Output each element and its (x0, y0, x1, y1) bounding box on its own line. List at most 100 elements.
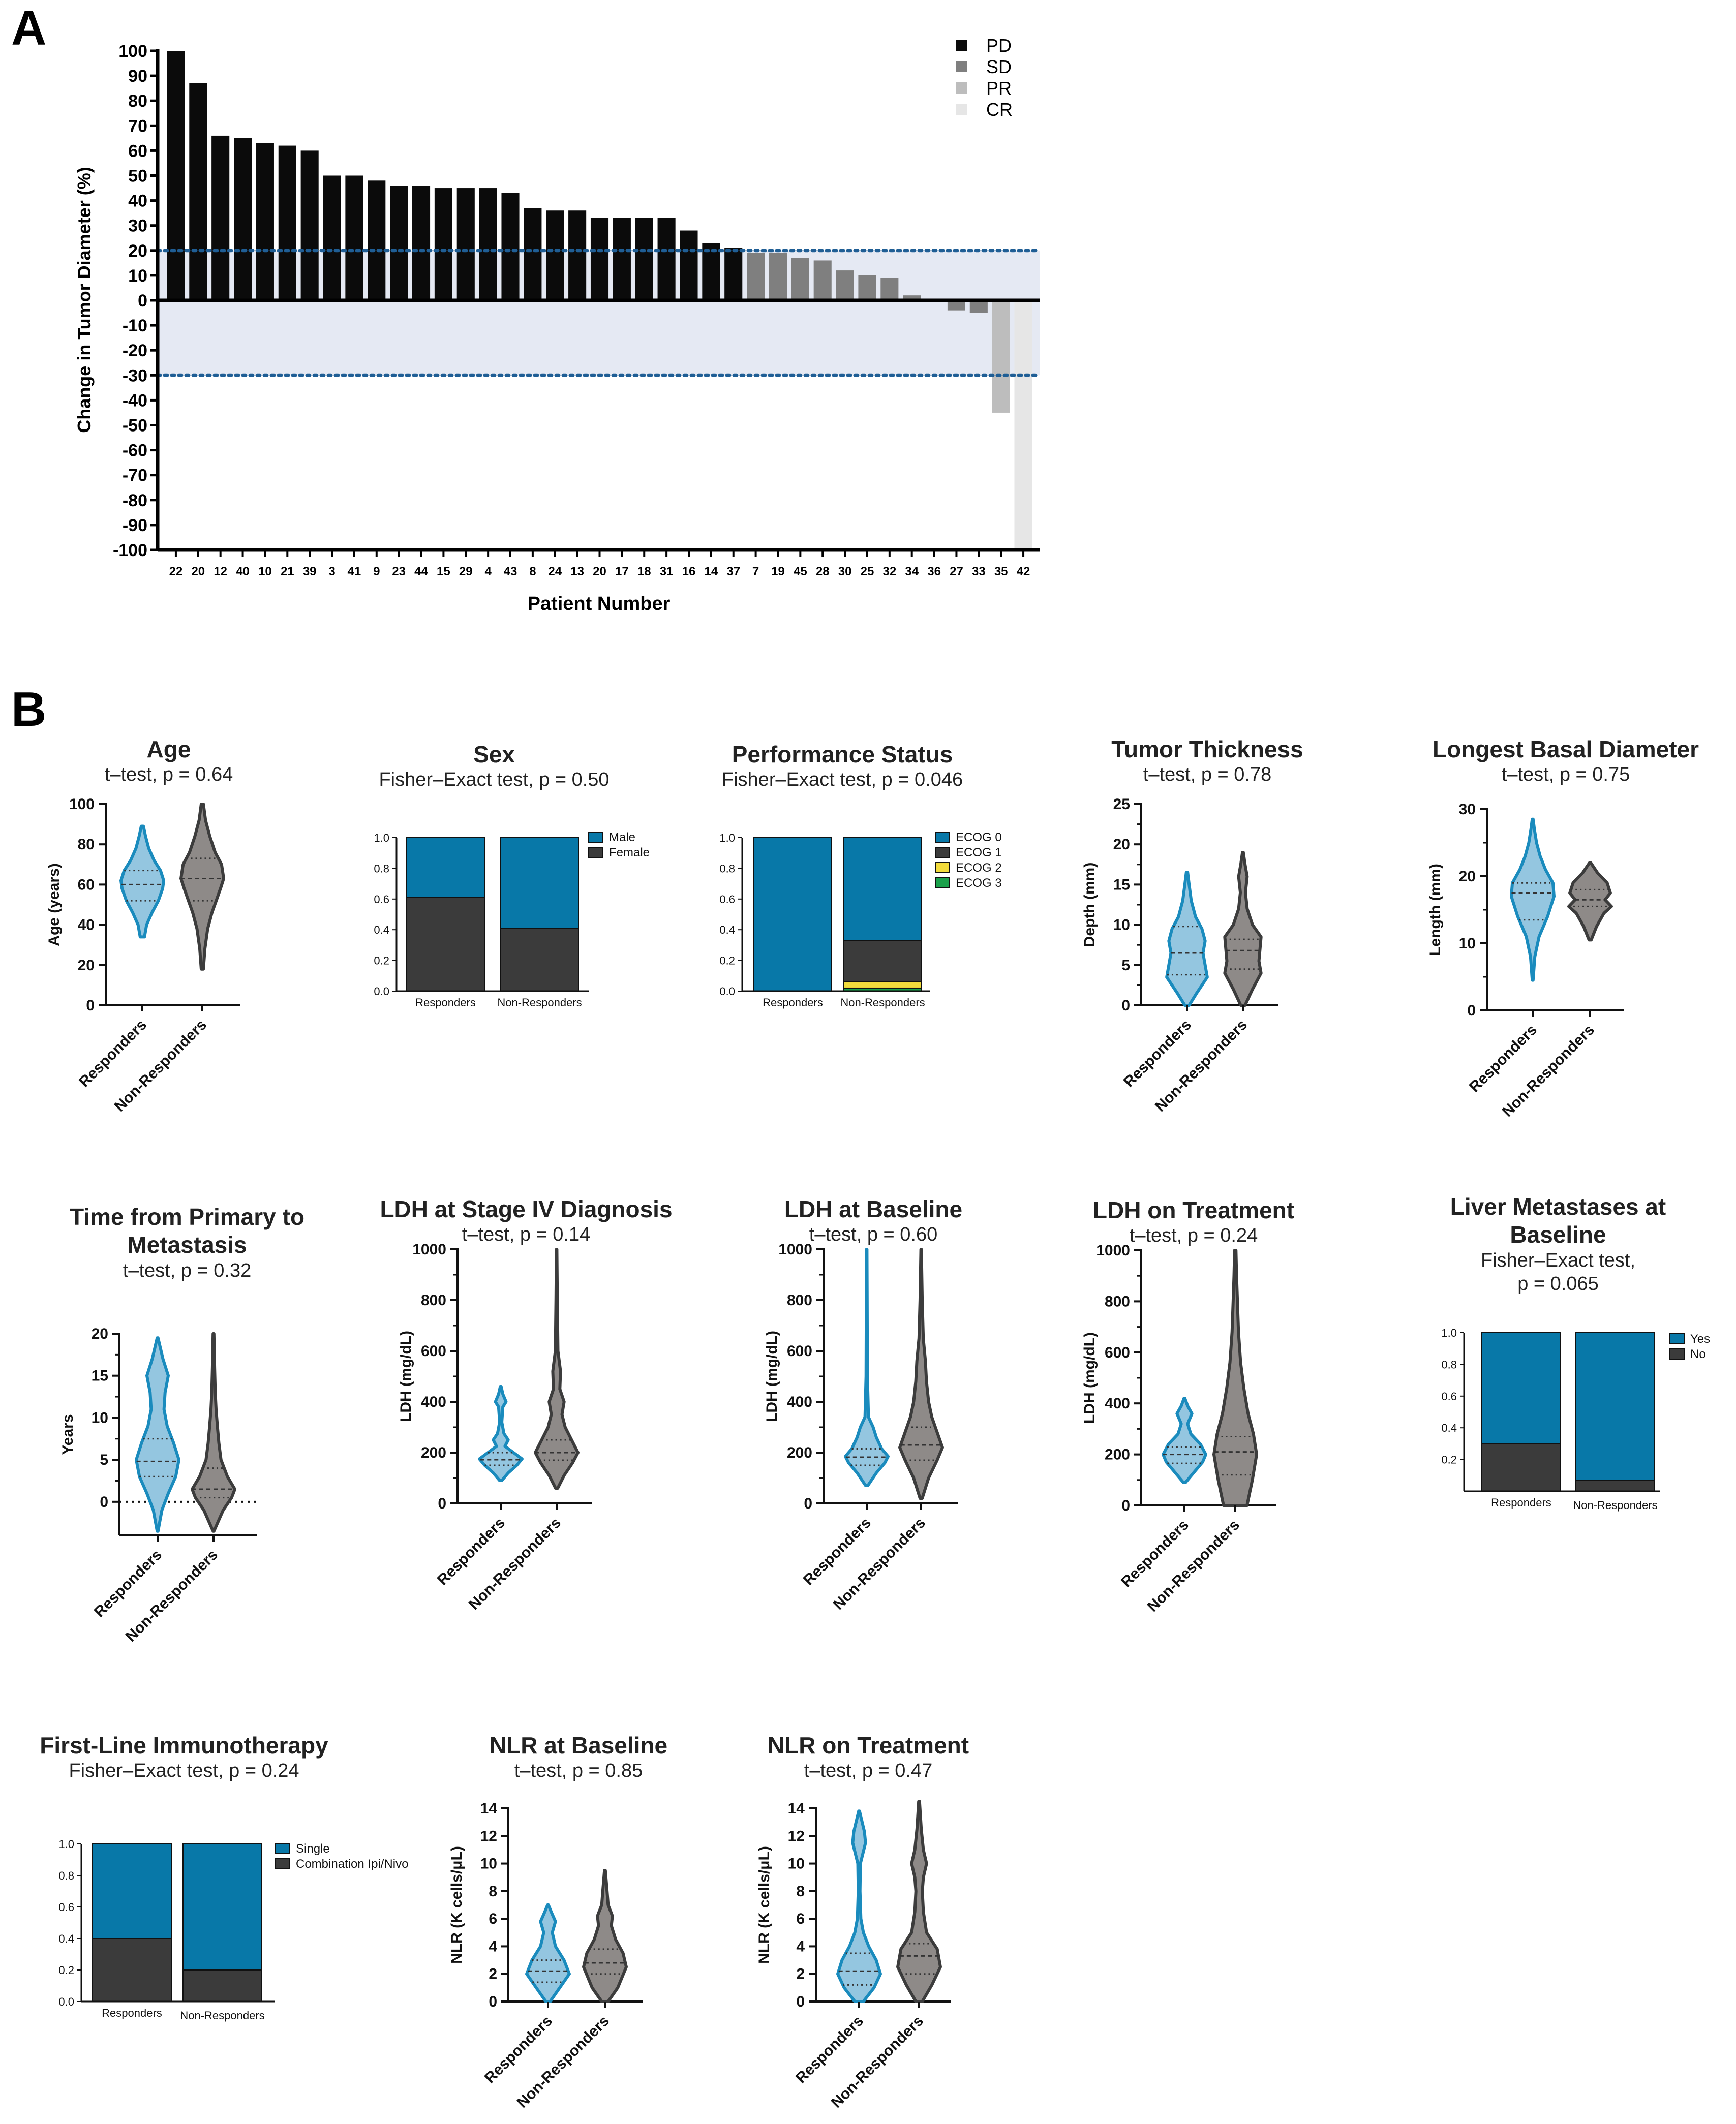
chart-subtitle: t–test, p = 0.14 (462, 1224, 590, 1245)
y-tick-label: -60 (123, 441, 147, 460)
violin-non-responders (191, 1332, 236, 1533)
y-tick-label: -80 (123, 491, 147, 510)
y-tick-label: 200 (1105, 1446, 1130, 1463)
chart-title: NLR on Treatment (768, 1732, 969, 1759)
panel-label-b: B (11, 682, 46, 736)
legend-label-pd: PD (986, 35, 1012, 56)
legend-swatch (935, 832, 950, 843)
bar-patient-15 (434, 188, 452, 300)
violin-responders (836, 1809, 882, 2003)
y-tick-label: 80 (78, 836, 95, 853)
chart-subtitle: t–test, p = 0.24 (1130, 1225, 1258, 1246)
legend-swatch-pd (956, 40, 967, 51)
bar-segment-single (182, 1843, 262, 1971)
y-tick-label: 60 (78, 876, 95, 893)
y-tick-label: 0 (796, 1993, 805, 2010)
y-tick-label: 60 (128, 141, 147, 161)
violin-responders (119, 824, 165, 939)
legend-label: ECOG 2 (956, 861, 1002, 875)
y-tick-label: 0.2 (719, 955, 735, 967)
violin-non-responders (582, 1869, 628, 2003)
y-tick-label: -40 (123, 391, 147, 410)
x-tick-label: 15 (437, 565, 450, 578)
y-tick-label: 15 (1113, 876, 1130, 893)
y-tick-label: 1.0 (719, 832, 735, 844)
x-tick-label: 23 (392, 565, 406, 578)
bar-patient-30 (836, 270, 854, 300)
legend-label: Male (609, 830, 635, 844)
y-tick-label: 10 (1459, 935, 1476, 952)
x-tick-label: 16 (682, 565, 696, 578)
x-tick-label: 37 (726, 565, 740, 578)
y-tick-label: 20 (128, 241, 147, 261)
y-tick-label: 10 (92, 1409, 108, 1426)
x-tick-label: 31 (660, 565, 674, 578)
y-axis-title: Age (years) (46, 863, 63, 946)
bar-segment-combination-ipi-nivo (182, 1969, 262, 2002)
x-tick-label: 45 (794, 565, 807, 578)
y-tick-label: 0.8 (1441, 1358, 1457, 1371)
violin-non-responders (896, 1800, 942, 2003)
legend-swatch (935, 862, 950, 873)
chart-title: LDH at Stage IV Diagnosis (380, 1196, 672, 1222)
y-tick-label: 100 (69, 796, 95, 813)
y-tick-label: 600 (421, 1343, 446, 1360)
bar-patient-39 (300, 150, 319, 300)
panel-label-a: A (11, 1, 46, 55)
y-tick-label: 50 (128, 167, 147, 186)
x-tick-label: 34 (905, 565, 919, 578)
y-tick-label: 0.8 (58, 1869, 74, 1882)
y-tick-label: 30 (128, 217, 147, 236)
y-tick-label: -50 (123, 416, 147, 436)
chart-subtitle: t–test, p = 0.60 (809, 1224, 937, 1245)
y-tick-label: 40 (78, 917, 95, 934)
violin-responders (478, 1385, 524, 1482)
x-tick-label: 10 (258, 565, 272, 578)
legend-label: Single (296, 1842, 330, 1856)
chart-title: Tumor Thickness (1111, 736, 1303, 762)
chart-subtitle: t–test, p = 0.64 (105, 764, 233, 785)
chart-subtitle: t–test, p = 0.75 (1502, 764, 1630, 785)
y-axis-title: Length (mm) (1427, 864, 1444, 956)
bar-patient-29 (456, 188, 475, 300)
y-tick-label: 5 (100, 1452, 108, 1468)
bar-segment-no (1481, 1443, 1561, 1492)
y-tick-label: 12 (788, 1828, 805, 1844)
x-tick-label: Responders (763, 996, 823, 1009)
chart-subtitle: Fisher–Exact test, p = 0.24 (69, 1760, 299, 1781)
y-tick-label: 4 (489, 1938, 497, 1955)
y-tick-label: 0.6 (374, 893, 389, 906)
y-tick-label: 10 (128, 266, 147, 286)
x-tick-label: Non-Responders (1573, 1499, 1657, 1512)
bar-patient-45 (791, 258, 809, 300)
y-tick-label: 0.4 (58, 1932, 74, 1945)
y-axis-title: LDH (mg/dL) (1081, 1332, 1098, 1424)
y-tick-label: 20 (92, 1326, 108, 1342)
chart-title: LDH at Baseline (784, 1196, 962, 1222)
legend-swatch-cr (956, 104, 967, 115)
y-tick-label: -90 (123, 516, 147, 535)
bar-segment-ecog-0 (753, 837, 832, 992)
y-tick-label: -20 (123, 341, 147, 360)
y-tick-label: 400 (421, 1394, 446, 1410)
bar-patient-32 (880, 278, 899, 300)
y-tick-label: 20 (78, 957, 95, 974)
x-tick-label: 41 (348, 565, 361, 578)
x-tick-label: 32 (882, 565, 896, 578)
bar-segment-ecog-0 (843, 837, 922, 941)
y-tick-label: 8 (796, 1883, 805, 1900)
y-tick-label: 6 (796, 1911, 805, 1927)
x-tick-label: 21 (281, 565, 294, 578)
y-tick-label: 100 (118, 42, 147, 61)
y-tick-label: 25 (1113, 796, 1130, 813)
legend-swatch (275, 1843, 290, 1854)
y-tick-label: -10 (123, 316, 147, 335)
x-tick-label: 28 (816, 565, 830, 578)
y-tick-label: 200 (787, 1444, 812, 1461)
legend-label: ECOG 3 (956, 876, 1002, 890)
